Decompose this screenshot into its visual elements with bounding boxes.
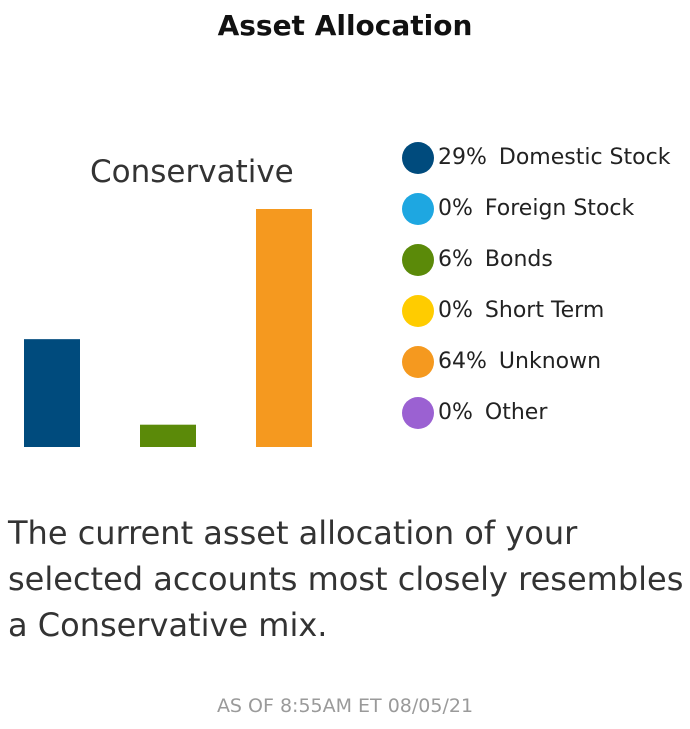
legend-label: Domestic Stock	[498, 144, 671, 170]
legend-dot-domestic-stock	[402, 141, 434, 174]
legend-item-other: 0% Other	[402, 387, 687, 438]
bar-unknown	[256, 209, 312, 447]
legend: 29% Domestic Stock 0% Foreign Stock 6% B…	[402, 132, 687, 438]
legend-label: Foreign Stock	[484, 195, 635, 221]
legend-item-domestic-stock: 29% Domestic Stock	[402, 132, 687, 183]
legend-percent: 0%	[438, 195, 473, 221]
legend-percent: 0%	[438, 399, 473, 425]
allocation-summary: The current asset allocation of your sel…	[8, 514, 684, 644]
legend-item-short-term: 0% Short Term	[402, 285, 687, 336]
legend-label: Short Term	[484, 297, 605, 323]
legend-label: Unknown	[498, 348, 602, 374]
legend-percent: 0%	[438, 297, 473, 323]
legend-percent: 64%	[438, 348, 487, 374]
page-title: Asset Allocation	[217, 9, 473, 42]
legend-dot-short-term	[402, 294, 434, 327]
as-of-timestamp: AS OF 8:55AM ET 08/05/21	[216, 695, 474, 717]
allocation-bar-chart	[24, 209, 312, 447]
bar-bonds	[140, 424, 196, 447]
legend-dot-foreign-stock	[402, 192, 434, 225]
legend-item-foreign-stock: 0% Foreign Stock	[402, 183, 687, 234]
legend-percent: 6%	[438, 246, 473, 272]
bar-domestic-stock	[24, 339, 80, 447]
legend-dot-unknown	[402, 345, 434, 378]
legend-percent: 29%	[438, 144, 487, 170]
legend-dot-bonds	[402, 243, 434, 276]
legend-dot-other	[402, 396, 434, 429]
legend-label: Bonds	[484, 246, 553, 272]
chart-title: Conservative	[90, 154, 294, 190]
legend-item-unknown: 64% Unknown	[402, 336, 687, 387]
legend-label: Other	[484, 399, 548, 425]
legend-item-bonds: 6% Bonds	[402, 234, 687, 285]
